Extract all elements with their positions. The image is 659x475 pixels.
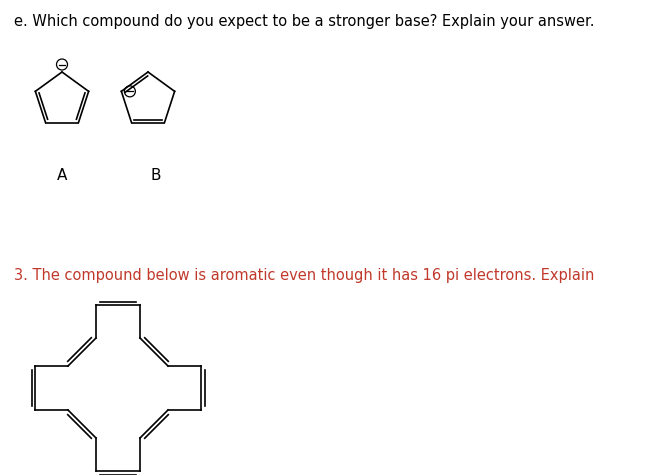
Text: B: B xyxy=(151,168,161,183)
Text: 3. The compound below is aromatic even though it has 16 pi electrons. Explain: 3. The compound below is aromatic even t… xyxy=(14,268,594,283)
Text: A: A xyxy=(57,168,67,183)
Text: e. Which compound do you expect to be a stronger base? Explain your answer.: e. Which compound do you expect to be a … xyxy=(14,14,594,29)
